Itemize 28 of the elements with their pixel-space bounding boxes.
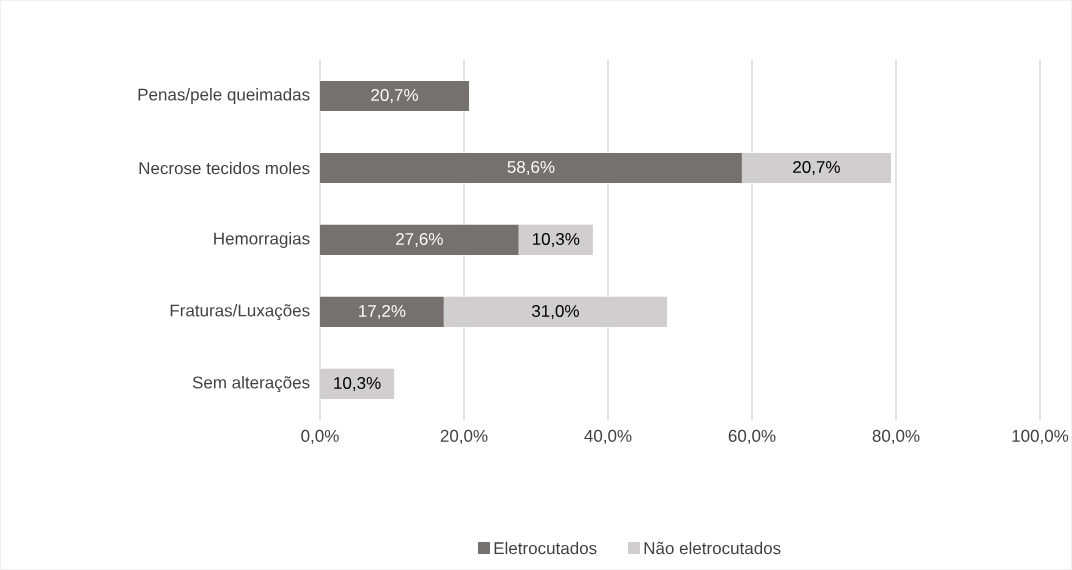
data-label: 20,7% [371,88,419,104]
x-tick-label: 0,0% [301,429,339,444]
bar [320,80,470,112]
y-tick-label: Hemorragias [214,232,310,248]
data-label: 10,3% [533,232,580,248]
data-label: 27,6% [396,232,443,248]
bar [320,152,742,184]
y-tick-label: Penas/pele queimadas [138,88,310,104]
bar [741,152,891,184]
legend-label: Não eletrocutados [644,541,781,555]
data-label: 20,7% [793,160,840,176]
bar [518,224,593,256]
data-label: 10,3% [334,376,381,392]
legend-label: Eletrocutados [494,541,597,555]
x-tick-label: 80,0% [872,429,920,444]
y-tick-label: Necrose tecidos moles [139,161,310,175]
x-tick-label: 60,0% [728,429,776,444]
data-label: 17,2% [359,304,406,320]
x-tick-label: 40,0% [584,429,632,444]
bar [320,224,519,256]
data-label: 58,6% [507,160,555,176]
y-tick-label: Fraturas/Luxações [170,304,310,320]
x-tick-label: 20,0% [440,429,488,444]
x-tick-label: 100,0% [1012,429,1069,444]
bar [320,296,444,328]
y-tick-label: Sem alterações [192,376,310,392]
data-label: 31,0% [531,304,579,320]
bar [443,296,668,328]
